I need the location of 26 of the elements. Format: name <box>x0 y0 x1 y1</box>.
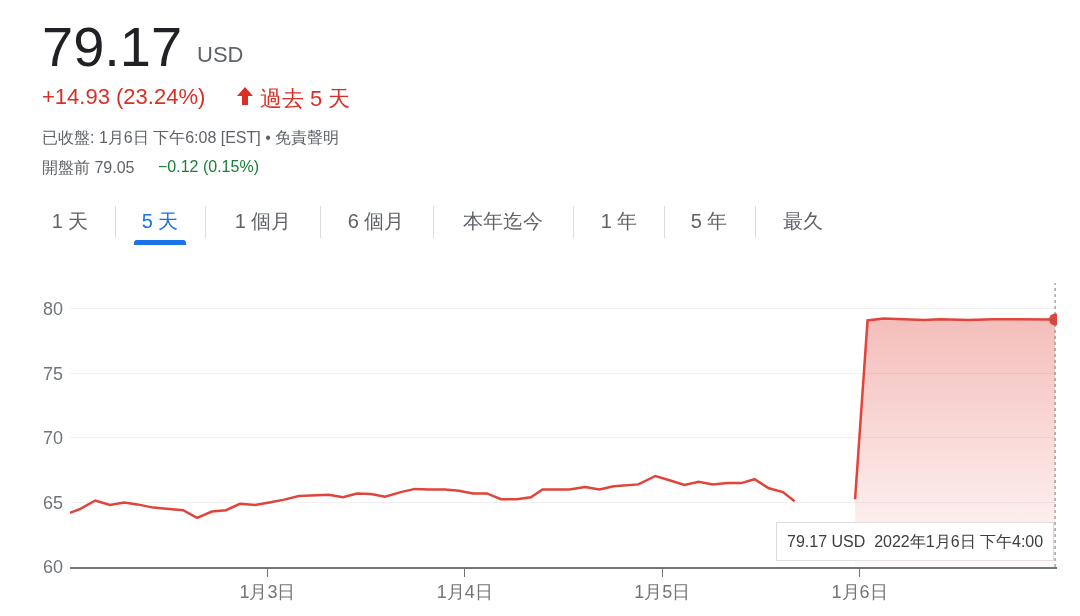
text: −0.12 (0.15%) <box>158 158 259 176</box>
chart-title: 79.17 <box>42 14 183 79</box>
text: 1 個月 <box>234 209 292 234</box>
x-tick-label: 1月5日 <box>634 582 691 603</box>
line-series <box>70 474 796 520</box>
y-tick-label: 65 <box>42 492 63 513</box>
text: 本年迄今 <box>463 209 543 234</box>
text: 已收盤: 1月6日 下午6:08 [EST] • 免責聲明 <box>42 128 340 148</box>
text: 過去 5 天 <box>260 85 351 113</box>
y-tick-label: 80 <box>42 299 63 320</box>
text: 1 天 <box>51 209 89 234</box>
x-tick-label: 1月4日 <box>436 582 493 603</box>
text: 開盤前 79.05 <box>42 158 135 178</box>
text: 5 天 <box>141 209 179 234</box>
text: 6 個月 <box>347 209 405 234</box>
text: 5 年 <box>690 209 728 234</box>
text: 1 年 <box>600 209 638 234</box>
y-tick-label: 70 <box>42 428 63 449</box>
annotation: 79.17 USD 2022年1月6日 下午4:00 <box>787 533 1044 550</box>
y-tick-label: 75 <box>42 363 63 384</box>
text: +14.93 (23.24%) <box>42 84 206 110</box>
text: USD <box>197 42 244 68</box>
x-tick-label: 1月6日 <box>831 582 888 603</box>
text: 最久 <box>783 209 823 234</box>
x-tick-label: 1月3日 <box>239 582 296 603</box>
y-tick-label: 60 <box>42 557 63 578</box>
